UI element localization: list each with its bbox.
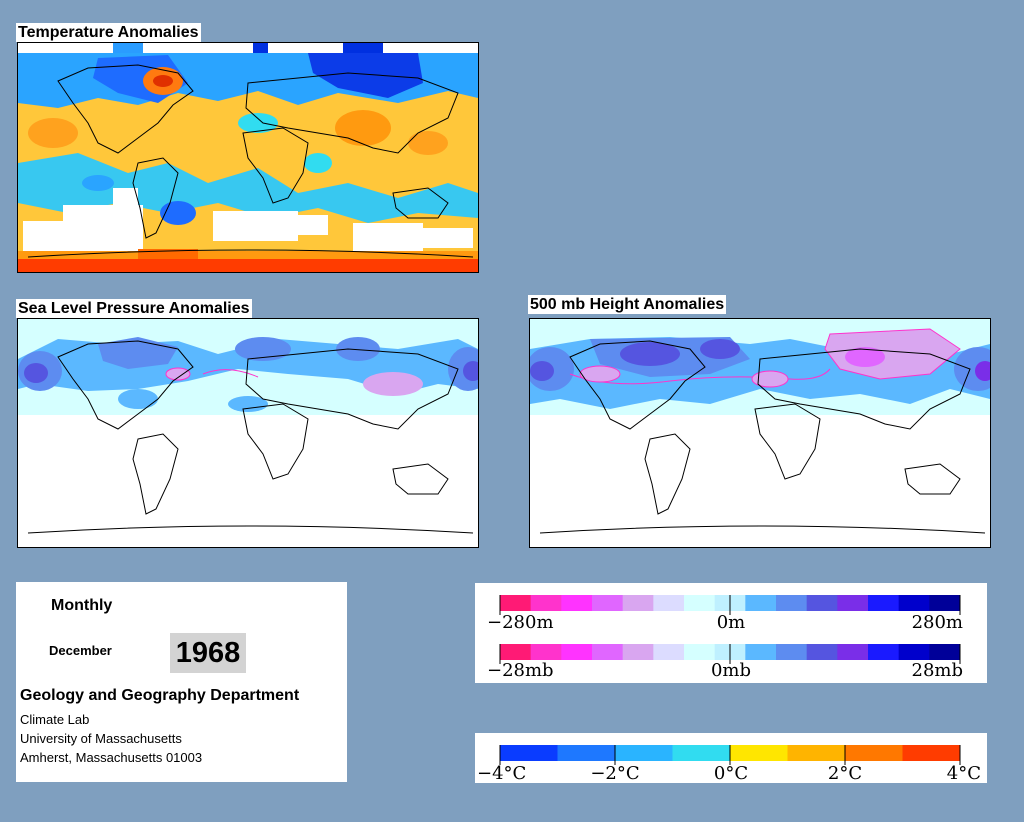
pbar-swatch [653,644,685,660]
hbar-swatch [530,595,562,611]
temp-label-neg4: −4°C [477,763,526,783]
temp-label-pos2: 2°C [828,763,862,783]
temperature-color-bar [499,745,961,765]
hbar-swatch [868,595,900,611]
hbar-swatch [776,595,808,611]
sea-level-pressure-anomaly-map [17,318,479,548]
month-label: December [49,643,112,658]
pressure-label-max: 28mb [912,660,964,681]
tbar-swatch [615,745,673,761]
university-label: University of Massachusetts [20,731,182,746]
hbar-swatch [561,595,593,611]
pbar-swatch [776,644,808,660]
height-panel-title: 500 mb Height Anomalies [528,295,727,314]
height-500mb-anomaly-map [529,318,991,548]
anomaly-legend: −280m 0m 280m −28mb 0mb 28mb [475,583,987,683]
pbar-swatch [500,644,532,660]
pbar-swatch [806,644,838,660]
pbar-swatch [592,644,624,660]
hbar-swatch [653,595,685,611]
height-label-zero: 0m [717,612,746,633]
tbar-swatch [500,745,558,761]
tbar-swatch [902,745,961,761]
temp-label-zero: 0°C [714,763,748,783]
pressure-color-bar [499,644,961,664]
temperature-anomaly-map [17,42,479,273]
hbar-swatch [837,595,869,611]
temperature-panel-title: Temperature Anomalies [16,23,201,42]
temp-label-neg2: −2°C [590,763,639,783]
hbar-swatch [806,595,838,611]
hbar-swatch [622,595,654,611]
hbar-swatch [684,595,716,611]
tbar-swatch [787,745,846,761]
hbar-swatch [592,595,624,611]
lab-label: Climate Lab [20,712,90,727]
pbar-swatch [929,644,961,660]
pbar-swatch [898,644,930,660]
hbar-swatch [500,595,532,611]
height-label-min: −280m [487,612,554,633]
frequency-label: Monthly [51,597,113,614]
hbar-swatch [745,595,777,611]
pressure-label-zero: 0mb [711,660,751,681]
tbar-swatch [672,745,731,761]
slp-panel-title: Sea Level Pressure Anomalies [16,299,252,318]
pressure-label-min: −28mb [487,660,554,681]
info-panel: Monthly December 1968 Geology and Geogra… [16,582,347,782]
height-color-bar [499,595,961,615]
pbar-swatch [622,644,654,660]
hbar-swatch [929,595,961,611]
department-label: Geology and Geography Department [20,687,300,704]
pbar-swatch [684,644,716,660]
tbar-swatch [557,745,616,761]
address-label: Amherst, Massachusetts 01003 [20,750,203,765]
hbar-swatch [898,595,930,611]
pbar-swatch [745,644,777,660]
pbar-swatch [868,644,900,660]
year-display: 1968 [170,633,246,673]
height-label-max: 280m [912,612,963,633]
pbar-swatch [561,644,593,660]
pbar-swatch [837,644,869,660]
temperature-legend: −4°C −2°C 0°C 2°C 4°C [475,733,987,783]
pbar-swatch [530,644,562,660]
tbar-swatch [845,745,903,761]
tbar-swatch [730,745,788,761]
temp-label-pos4: 4°C [947,763,981,783]
